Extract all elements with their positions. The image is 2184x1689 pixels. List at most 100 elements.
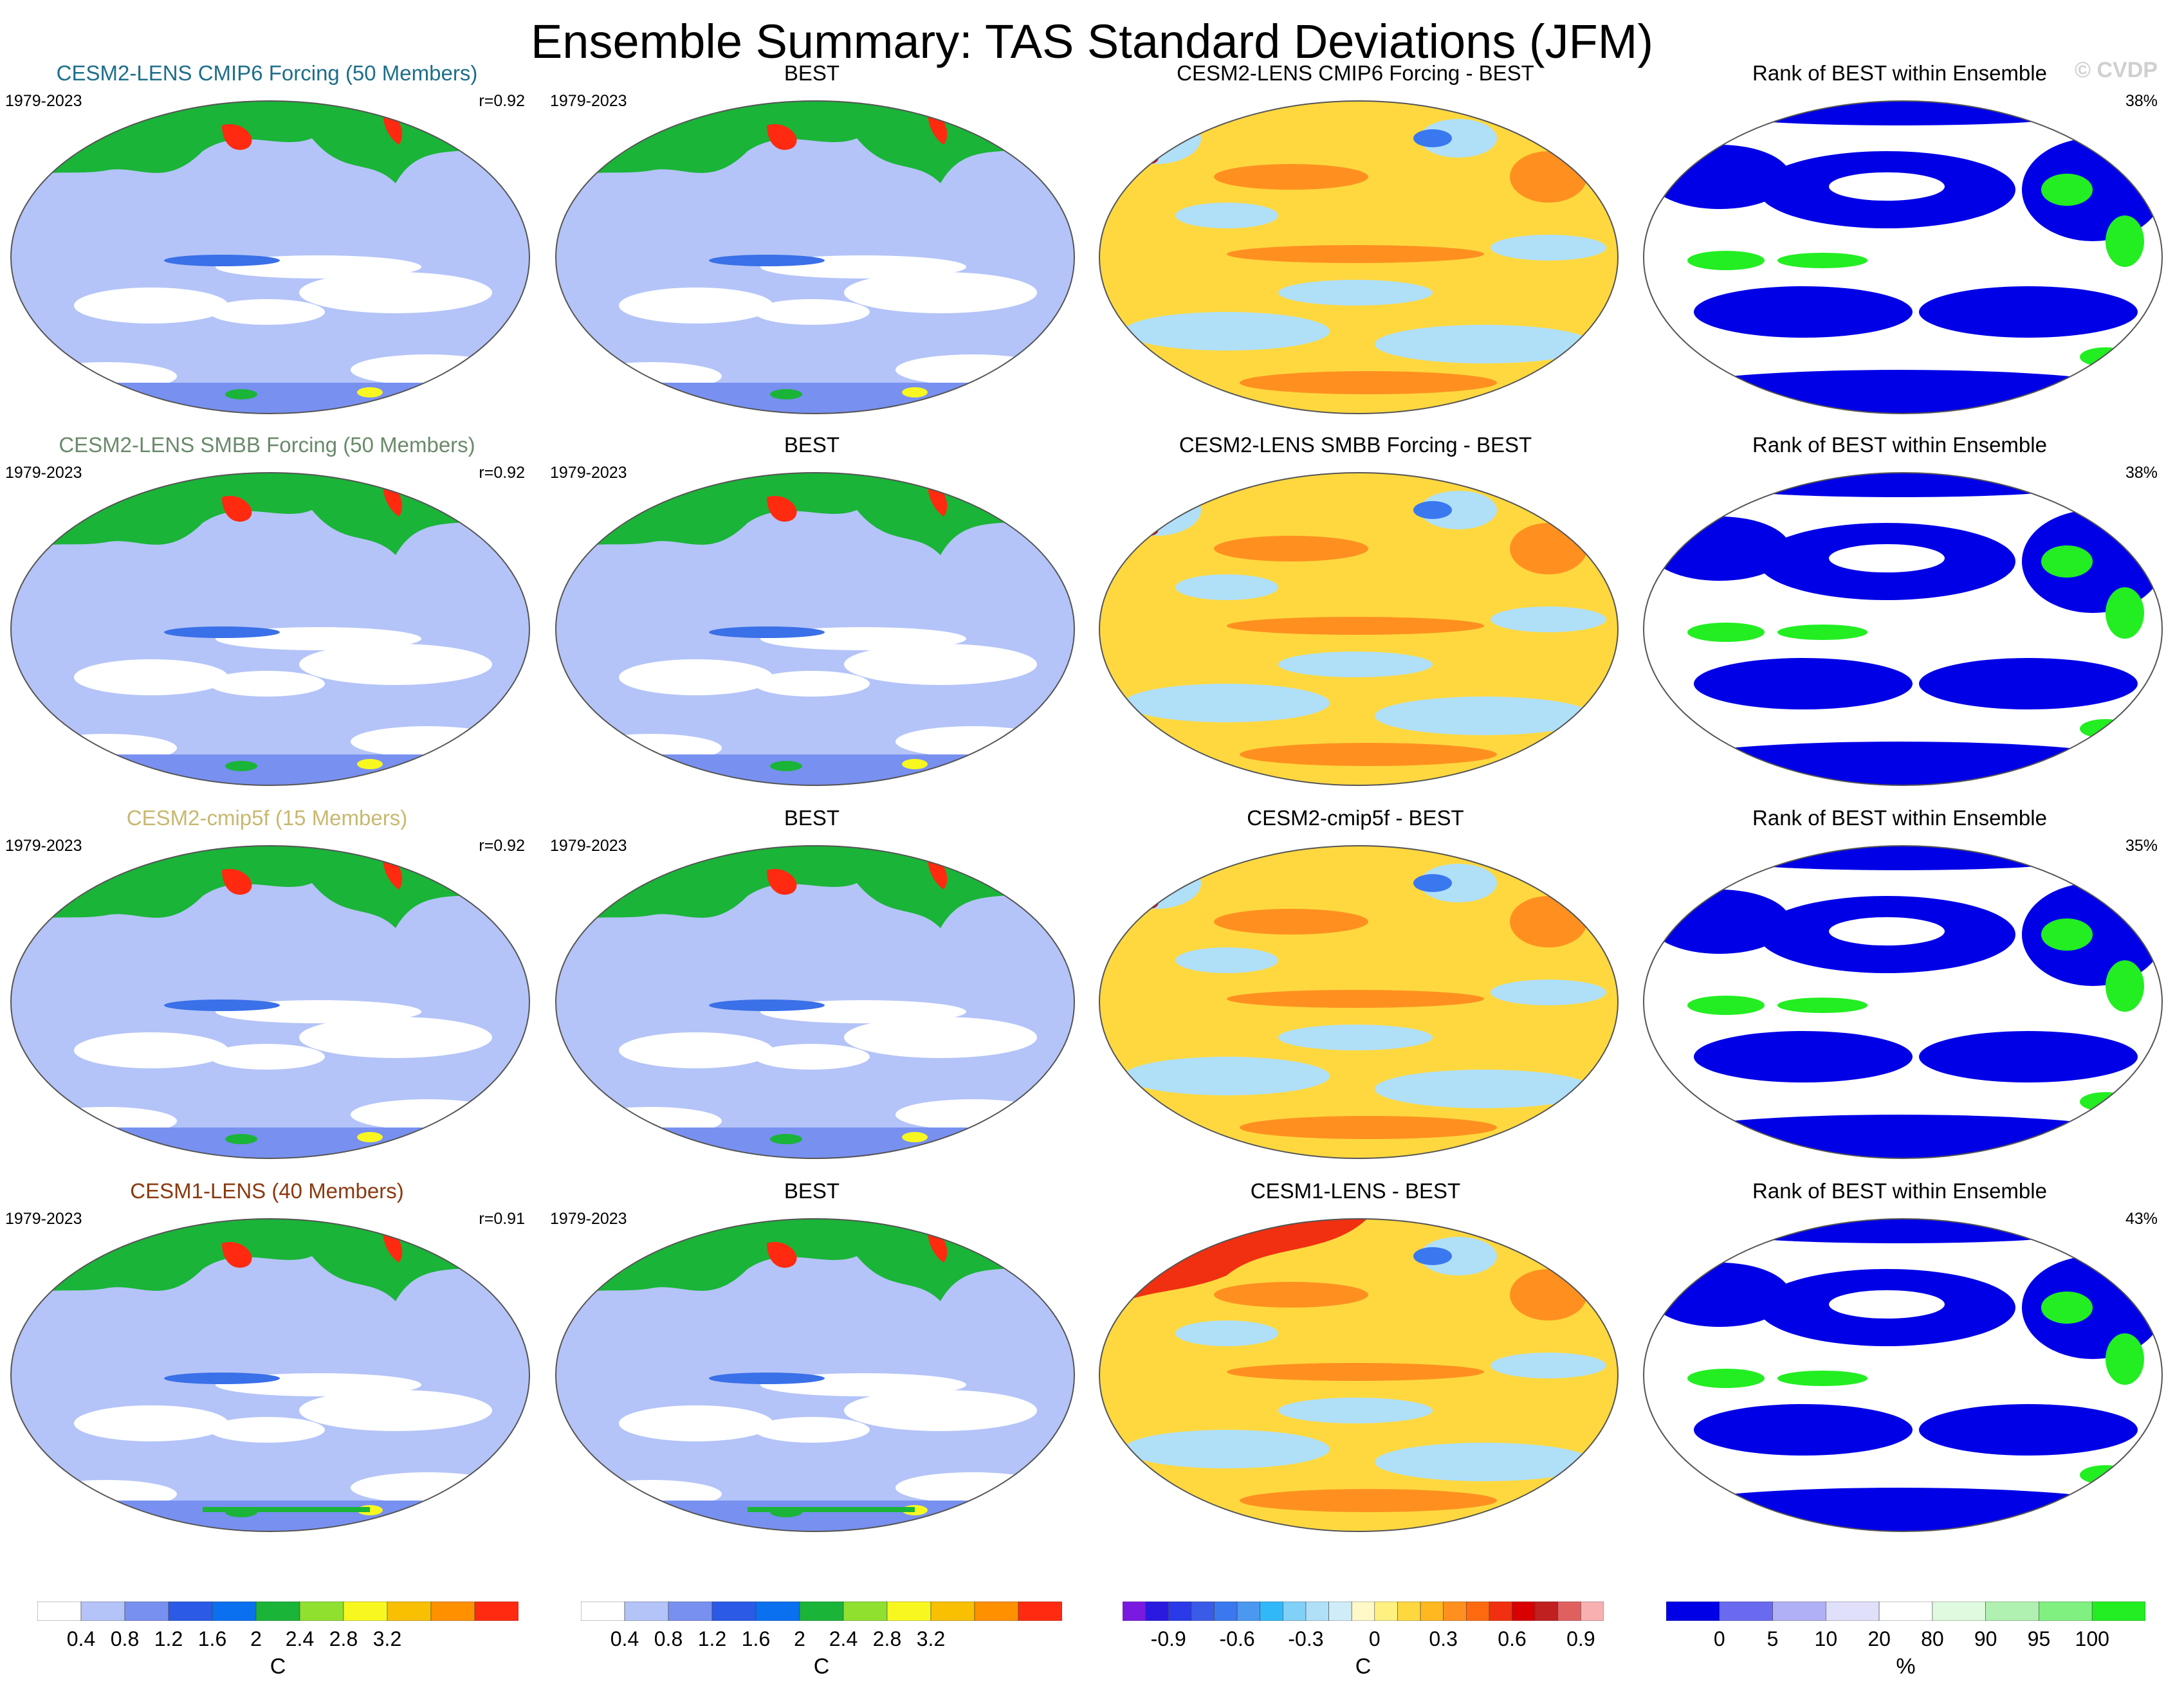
colorbar-tick-label: -0.6 bbox=[1219, 1627, 1255, 1650]
high-rank-region bbox=[2080, 1092, 2131, 1111]
antarctic-hotspot bbox=[770, 389, 802, 399]
rank-panel: Rank of BEST within Ensemble 38% bbox=[1633, 61, 2167, 421]
model-panel: CESM1-LENS (40 Members) 1979-2023 r=0.91 bbox=[0, 1179, 534, 1539]
colorbar-tick-label: 0.4 bbox=[66, 1627, 96, 1650]
antarctic-band bbox=[11, 1501, 529, 1531]
colorbar-tick-label: 0.9 bbox=[1566, 1627, 1595, 1650]
stddev-colorbar: 0.4 0.8 1.2 1.6 2 2.4 2.8 3.2 C bbox=[580, 1601, 1063, 1685]
low-variance-region bbox=[299, 1390, 492, 1431]
period-label: 1979-2023 bbox=[5, 464, 82, 482]
positive-difference-region bbox=[1141, 896, 1159, 909]
colorbar-swatch bbox=[387, 1601, 432, 1621]
high-rank-region bbox=[2106, 587, 2144, 639]
antarctic-hotspot bbox=[357, 759, 383, 769]
mid-rank-region bbox=[1829, 1290, 1945, 1319]
colorbar-tick-label: 0.8 bbox=[654, 1627, 683, 1650]
colorbar-swatch bbox=[212, 1601, 257, 1621]
high-rank-region bbox=[1687, 996, 1765, 1015]
rank-panel: Rank of BEST within Ensemble 38% bbox=[1633, 433, 2167, 793]
colorbar-swatch bbox=[37, 1601, 82, 1621]
colorbar-swatch bbox=[974, 1601, 1019, 1621]
equatorial-band bbox=[164, 1000, 280, 1011]
rank-panel-title: Rank of BEST within Ensemble bbox=[1752, 1179, 2047, 1203]
antarctic-hotspot bbox=[225, 1134, 257, 1144]
negative-difference-region bbox=[1420, 491, 1497, 529]
model-panel-title: CESM1-LENS (40 Members) bbox=[130, 1179, 404, 1203]
pattern-correlation: r=0.92 bbox=[479, 464, 525, 482]
world-map bbox=[1643, 472, 2163, 786]
colorbar-tick-label: 20 bbox=[1867, 1627, 1891, 1650]
hotspot-red bbox=[593, 873, 616, 893]
high-rank-region bbox=[1687, 623, 1765, 642]
hotspot-red bbox=[222, 869, 252, 895]
world-map bbox=[1099, 845, 1619, 1159]
map-outline bbox=[10, 845, 530, 1159]
colorbar-swatch bbox=[755, 1601, 800, 1621]
model-panel: CESM2-LENS SMBB Forcing (50 Members) 1979… bbox=[0, 433, 534, 793]
colorbar-tick-label: 2.8 bbox=[329, 1627, 358, 1650]
low-variance-region bbox=[74, 1405, 228, 1441]
low-variance-region bbox=[844, 1390, 1037, 1431]
hotspot-yellow bbox=[35, 869, 82, 903]
colorbar-swatch bbox=[843, 1601, 888, 1621]
colorbar-swatch bbox=[1397, 1601, 1421, 1621]
low-variance-region bbox=[299, 272, 492, 313]
positive-difference-region bbox=[1141, 523, 1159, 536]
colorbar-swatch bbox=[1214, 1601, 1238, 1621]
antarctic-band-high bbox=[203, 1507, 370, 1512]
low-variance-region bbox=[74, 1032, 228, 1068]
hotspot-red bbox=[48, 873, 71, 893]
low-variance-region bbox=[299, 1017, 492, 1058]
equatorial-band bbox=[709, 255, 825, 266]
world-map bbox=[1099, 100, 1619, 414]
positive-difference-region bbox=[1214, 909, 1368, 935]
colorbar-swatch bbox=[2039, 1601, 2093, 1621]
low-variance-region bbox=[209, 1044, 325, 1070]
low-rank-region bbox=[1649, 145, 1790, 209]
world-map bbox=[1099, 1218, 1619, 1532]
negative-difference-region bbox=[1111, 857, 1201, 909]
high-rank-region bbox=[1687, 251, 1765, 270]
obs-panel-title: BEST bbox=[784, 1179, 840, 1203]
negative-difference-region bbox=[1491, 1353, 1606, 1378]
diff-panel: CESM2-LENS SMBB Forcing - BEST bbox=[1088, 433, 1622, 793]
low-variance-region bbox=[619, 1405, 773, 1441]
colorbar-swatch bbox=[1328, 1601, 1352, 1621]
map-outline bbox=[1099, 100, 1619, 414]
mid-rank-region bbox=[1829, 917, 1945, 945]
hotspot-red bbox=[767, 869, 797, 895]
low-variance-region bbox=[299, 644, 492, 685]
colorbar-tick-label: 5 bbox=[1766, 1627, 1779, 1650]
low-rank-region bbox=[1644, 742, 2157, 785]
low-variance-region bbox=[844, 644, 1037, 685]
positive-difference-region bbox=[1227, 245, 1484, 263]
map-outline bbox=[555, 100, 1075, 414]
negative-difference-region bbox=[1175, 203, 1278, 228]
colorbar-tick-label: 0.8 bbox=[110, 1627, 140, 1650]
colorbar-tick-label: 3.2 bbox=[916, 1627, 946, 1650]
colorbar-swatch bbox=[1374, 1601, 1398, 1621]
hotspot-yellow bbox=[35, 1242, 82, 1276]
low-variance-region bbox=[754, 1417, 870, 1443]
low-rank-region bbox=[1649, 890, 1790, 954]
colorbar-swatch bbox=[1772, 1601, 1826, 1621]
colorbar-tick-label: 95 bbox=[2027, 1627, 2051, 1650]
colorbar-swatch bbox=[255, 1601, 300, 1621]
negative-difference-region bbox=[1413, 874, 1452, 892]
world-map bbox=[10, 472, 530, 786]
low-variance-region bbox=[895, 354, 1050, 385]
period-label: 1979-2023 bbox=[5, 1210, 82, 1228]
high-rank-region bbox=[1777, 998, 1867, 1013]
positive-difference-region bbox=[1240, 1116, 1497, 1139]
hotspot-yellow bbox=[580, 869, 627, 903]
colorbar-swatch bbox=[886, 1601, 931, 1621]
colorbar-tick-label: 1.2 bbox=[154, 1627, 183, 1650]
colorbar-swatch bbox=[1557, 1601, 1581, 1621]
diff-panel-title: CESM2-cmip5f - BEST bbox=[1247, 806, 1464, 830]
negative-difference-region bbox=[1124, 684, 1330, 722]
colorbar-swatches bbox=[580, 1601, 1063, 1621]
obs-panel: BEST 1979-2023 bbox=[545, 1179, 1079, 1539]
equatorial-band bbox=[709, 1373, 825, 1384]
world-map bbox=[1643, 845, 2163, 1159]
positive-difference-region bbox=[1510, 1269, 1587, 1320]
